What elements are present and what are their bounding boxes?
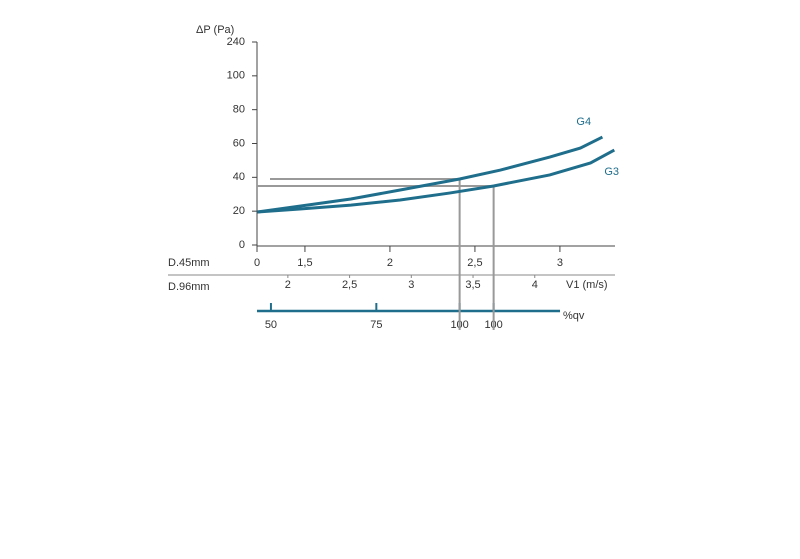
x2-tick-label: 4 xyxy=(532,279,538,291)
y-tick-label: 20 xyxy=(233,205,245,217)
x2-tick-label: 3,5 xyxy=(465,279,480,291)
qv-tick-label: 50 xyxy=(265,319,277,331)
y-axis-label: ΔP (Pa) xyxy=(196,24,234,36)
qv-label: %qv xyxy=(563,310,585,322)
row-label: D.45mm xyxy=(168,257,210,269)
x2-tick-label: 3 xyxy=(408,279,414,291)
row-label: D.96mm xyxy=(168,281,210,293)
series-label: G4 xyxy=(576,116,591,128)
y-tick-label: 240 xyxy=(227,36,245,48)
series-line xyxy=(257,148,616,214)
x2-tick-label: 2 xyxy=(285,279,291,291)
x-tick-label: 3 xyxy=(557,257,563,269)
y-tick-label: 0 xyxy=(239,239,245,251)
qv-tick-label: 75 xyxy=(370,319,382,331)
series-label: G3 xyxy=(604,166,619,178)
x-tick-label: 1,5 xyxy=(297,257,312,269)
y-tick-label: 60 xyxy=(233,137,245,149)
x-tick-label: 2,5 xyxy=(467,257,482,269)
y-tick-label: 80 xyxy=(233,104,245,116)
x2-tick-label: 2,5 xyxy=(342,279,357,291)
y-tick-label: 100 xyxy=(227,70,245,82)
x-tick-label: 0 xyxy=(254,257,260,269)
reference-line xyxy=(270,178,461,330)
series-line xyxy=(257,135,604,214)
x-tick-label: 2 xyxy=(387,257,393,269)
y-tick-label: 40 xyxy=(233,171,245,183)
x-axis-label: V1 (m/s) xyxy=(566,279,608,291)
